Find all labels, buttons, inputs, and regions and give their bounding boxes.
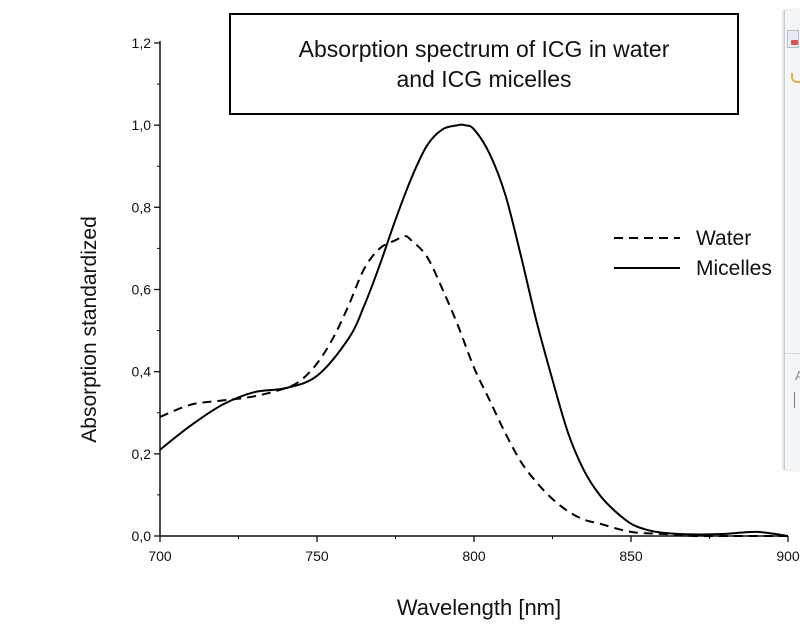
y-tick-label: 1,2 [132,35,152,51]
y-tick-label: 0,2 [132,446,152,462]
undo-icon[interactable] [791,73,800,83]
axis-labels: 0,0 0,2 0,4 0,6 0,8 1,0 1,2 700 750 800 850 900 Wave… [78,35,800,620]
x-tick-label: 850 [619,548,643,564]
y-tick-label: 0,0 [132,528,152,544]
y-tick-label: 0,4 [132,364,152,380]
panel-divider [785,353,800,354]
x-tick-label: 750 [305,548,329,564]
x-tick-label: 700 [148,548,172,564]
chart-title-line-1: Absorption spectrum of ICG in water [298,36,670,62]
series-line-micelles [159,123,789,537]
axes [154,41,789,542]
y-tick-label: 0,8 [132,199,152,215]
y-tick-label: 0,6 [132,282,152,298]
chart-title-box: Absorption spectrum of ICG in water and … [229,13,739,115]
legend-label-micelles: Micelles [696,257,772,280]
panel-label-icon: A [795,368,800,383]
x-axis-title: Wavelength [nm] [397,595,561,620]
y-axis-title: Absorption standardized [78,216,101,442]
x-tick-label: 800 [462,548,486,564]
side-panel[interactable]: A [784,10,800,470]
series-line-water [159,235,788,538]
legend-label-water: Water [696,227,751,250]
chart-title-line-2: and ICG micelles [396,66,572,92]
series-layer [159,123,789,538]
x-tick-label: 900 [776,548,800,564]
y-tick-label: 1,0 [132,117,152,133]
document-icon[interactable] [787,30,799,48]
text-caret-icon [794,392,795,408]
legend: Water Micelles [614,227,772,280]
